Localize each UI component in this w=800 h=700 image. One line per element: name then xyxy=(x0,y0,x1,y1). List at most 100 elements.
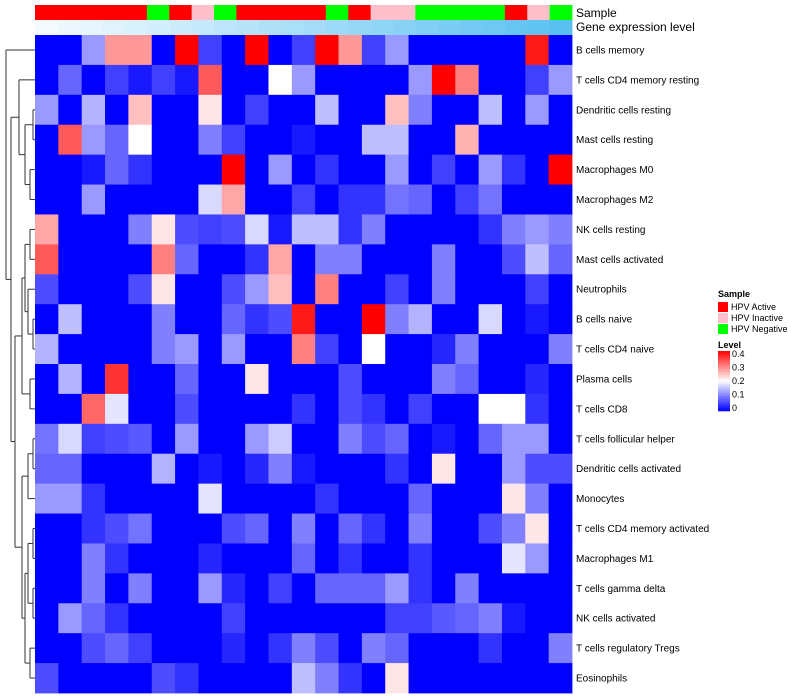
heatmap-cell xyxy=(548,244,573,275)
heatmap-cell xyxy=(455,663,480,694)
heatmap-cell xyxy=(431,35,456,66)
level-colorbar-segment xyxy=(718,357,730,359)
heatmap-cell xyxy=(81,513,106,544)
heatmap-cell xyxy=(315,94,339,126)
heatmap-cell xyxy=(105,35,129,66)
row-label: NK cells resting xyxy=(576,225,645,236)
heatmap-cell xyxy=(478,304,503,335)
heatmap-cell xyxy=(128,64,153,96)
heatmap-cell xyxy=(175,543,199,574)
level-colorbar-segment xyxy=(718,388,730,391)
heatmap-cell xyxy=(221,573,246,604)
heatmap-cell xyxy=(198,393,223,425)
heatmap-cell xyxy=(58,35,83,66)
heatmap-cell xyxy=(408,94,433,126)
heatmap-cell xyxy=(455,483,480,514)
heatmap-cell xyxy=(408,423,433,455)
heatmap-cell xyxy=(128,603,153,634)
heatmap-cell xyxy=(221,364,246,395)
heatmap-cell xyxy=(478,603,503,634)
heatmap-cell xyxy=(525,483,550,514)
heatmap-cell xyxy=(128,94,153,126)
row-label: T cells CD4 memory resting xyxy=(576,75,699,86)
heatmap-cell xyxy=(408,64,433,96)
heatmap-cell xyxy=(501,244,526,275)
heatmap-cell xyxy=(291,214,316,245)
level-colorbar-segment xyxy=(718,393,730,395)
heatmap-cell xyxy=(245,603,269,634)
heatmap-cell xyxy=(58,543,83,574)
heatmap-cell xyxy=(385,154,409,185)
row-label: Neutrophils xyxy=(576,285,627,296)
sample-annotation-cell xyxy=(370,5,394,20)
row-label: NK cells activated xyxy=(576,614,655,625)
heatmap-cell xyxy=(128,423,153,455)
heatmap-cell xyxy=(315,334,339,365)
heatmap-cell xyxy=(338,513,363,544)
sample-annotation-cell xyxy=(214,5,237,20)
heatmap-cell xyxy=(105,124,129,156)
heatmap-cell xyxy=(408,244,433,275)
sample-annotation-cell xyxy=(303,5,327,20)
heatmap-cell xyxy=(431,453,456,485)
heatmap-cell xyxy=(128,633,153,664)
heatmap-cell xyxy=(175,184,199,215)
heatmap-cell xyxy=(58,214,83,245)
heatmap-cell xyxy=(501,633,526,664)
level-colorbar-segment xyxy=(718,391,730,394)
level-colorbar-segment xyxy=(718,351,730,353)
heatmap-cell xyxy=(455,364,480,395)
heatmap-cell xyxy=(361,124,386,156)
heatmap-cell xyxy=(291,513,316,544)
level-colorbar-segment xyxy=(718,406,730,409)
heatmap-cell xyxy=(338,94,363,126)
heatmap-cell xyxy=(478,154,503,185)
level-colorbar-segment xyxy=(718,385,730,388)
heatmap-cell xyxy=(221,274,246,305)
heatmap-cell xyxy=(35,573,59,604)
heatmap-cell xyxy=(478,573,503,604)
row-label: B cells memory xyxy=(576,45,644,56)
heatmap-cell xyxy=(525,543,550,574)
heatmap-cell xyxy=(501,334,526,365)
row-label: T cells CD4 naive xyxy=(576,345,655,356)
sample-annotation-cell xyxy=(57,5,81,20)
heatmap-cell xyxy=(385,663,409,694)
heatmap-cell xyxy=(501,603,526,634)
heatmap-cell xyxy=(35,124,59,156)
heatmap-cell xyxy=(175,603,199,634)
heatmap-cell xyxy=(291,364,316,395)
heatmap-cell xyxy=(291,393,316,425)
heatmap-cell xyxy=(221,124,246,156)
heatmap-cell xyxy=(268,543,293,574)
row-label: B cells naive xyxy=(576,315,633,326)
heatmap-cell xyxy=(58,334,83,365)
level-colorbar-segment xyxy=(718,352,730,355)
expression-level-annotation-cell xyxy=(370,20,394,35)
heatmap-cell xyxy=(408,364,433,395)
level-colorbar-segment xyxy=(718,400,730,403)
heatmap-cell xyxy=(245,513,269,544)
heatmap-cell xyxy=(35,334,59,365)
heatmap-cell xyxy=(221,393,246,425)
sample-legend-label: HPV Inactive xyxy=(731,313,783,323)
heatmap-cell xyxy=(198,124,223,156)
level-legend-tick: 0.1 xyxy=(732,390,745,400)
heatmap-cell xyxy=(198,633,223,664)
level-colorbar-segment xyxy=(718,369,730,371)
heatmap-cell xyxy=(315,244,339,275)
heatmap-cell xyxy=(268,94,293,126)
heatmap-cell xyxy=(501,94,526,126)
heatmap-cell xyxy=(455,184,480,215)
heatmap-cell xyxy=(315,453,339,485)
heatmap-cell xyxy=(525,214,550,245)
sample-annotation-cell xyxy=(79,5,103,20)
heatmap-cell xyxy=(128,214,153,245)
heatmap-cell xyxy=(268,633,293,664)
heatmap-cell xyxy=(268,423,293,455)
heatmap-cell xyxy=(58,124,83,156)
heatmap-cell xyxy=(361,663,386,694)
sample-legend-label: HPV Active xyxy=(731,302,776,312)
level-legend-tick: 0.3 xyxy=(732,363,745,373)
